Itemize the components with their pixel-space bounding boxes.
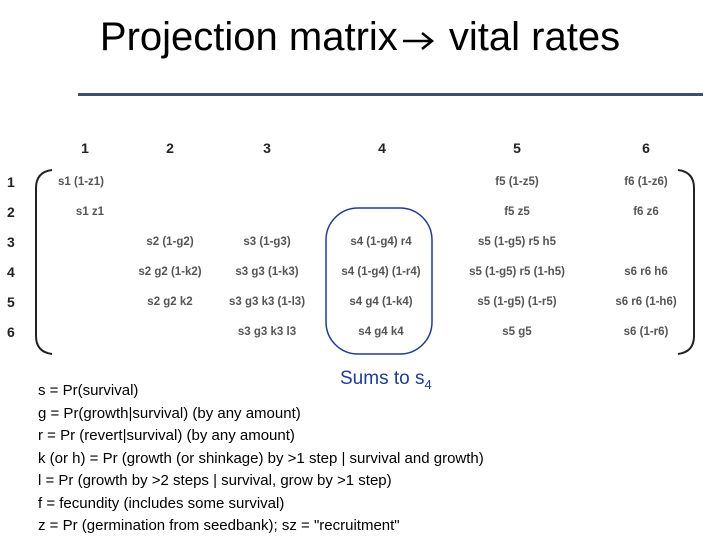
definition-k: k (or h) = Pr (growth (or shinkage) by >… [38, 449, 484, 467]
column-header-1: 1 [81, 140, 89, 156]
title-text-left: Projection matrix [99, 15, 398, 59]
left-bracket [35, 169, 53, 355]
matrix-cell-r5c4: s4 g4 (1-k4) [349, 296, 413, 308]
matrix-cell-r4c6: s6 r6 h6 [624, 266, 668, 278]
definition-f: f = fecundity (includes some survival) [38, 494, 285, 512]
matrix-cell-r5c3: s3 g3 k3 (1-l3) [228, 296, 306, 308]
matrix-cell-r3c5: s5 (1-g5) r5 h5 [478, 236, 556, 248]
column-header-6: 6 [642, 140, 650, 156]
slide-title: Projection matrix vital rates [0, 12, 720, 64]
matrix-cell-r6c4: s4 g4 k4 [358, 326, 404, 338]
row-header-5: 5 [7, 294, 15, 310]
matrix-cell-r4c5: s5 (1-g5) r5 (1-h5) [469, 266, 565, 278]
sums-annotation: Sums to s4 [340, 368, 432, 392]
matrix-cell-r2c6: f6 z6 [633, 206, 659, 218]
matrix-cell-r1c1: s1 (1-z1) [58, 176, 105, 188]
right-bracket [677, 169, 695, 355]
sums-annotation-subscript: 4 [424, 376, 432, 392]
matrix-cell-r6c5: s5 g5 [502, 326, 532, 338]
projection-matrix: 1 2 3 4 5 6 1 2 3 4 5 6 s1 (1-z1) f5 (1-… [0, 130, 720, 360]
title-underline [78, 93, 703, 96]
definitions-list: s = Pr(survival) g = Pr(growth|survival)… [38, 380, 484, 538]
matrix-cell-r5c5: s5 (1-g5) (1-r5) [477, 296, 557, 308]
matrix-cell-r5c2: s2 g2 k2 [147, 296, 193, 308]
definition-s: s = Pr(survival) [38, 382, 139, 399]
matrix-cell-r1c5: f5 (1-z5) [495, 176, 539, 188]
column-4-highlight-ellipse [325, 207, 433, 355]
matrix-cell-r3c4: s4 (1-g4) r4 [350, 236, 412, 248]
column-header-5: 5 [513, 140, 521, 156]
matrix-cell-r6c3: s3 g3 k3 l3 [237, 326, 297, 338]
sums-annotation-text: Sums to s [340, 368, 425, 389]
matrix-cell-r5c6: s6 r6 (1-h6) [615, 296, 677, 308]
matrix-cell-r4c3: s3 g3 (1-k3) [235, 266, 299, 278]
row-header-3: 3 [7, 234, 15, 250]
matrix-cell-r1c6: f6 (1-z6) [624, 176, 668, 188]
row-header-6: 6 [7, 324, 15, 340]
matrix-cell-r4c2: s2 g2 (1-k2) [138, 266, 202, 278]
matrix-cell-r6c6: s6 (1-r6) [623, 326, 669, 338]
definition-z: z = Pr (germination from seedbank); sz =… [38, 517, 400, 534]
matrix-cell-r3c2: s2 (1-g2) [146, 236, 194, 248]
right-arrow-icon [402, 14, 436, 64]
column-header-3: 3 [263, 140, 271, 156]
definition-r: r = Pr (revert|survival) (by any amount) [38, 427, 295, 444]
row-header-1: 1 [7, 174, 15, 190]
column-header-4: 4 [378, 140, 386, 156]
matrix-cell-r4c4: s4 (1-g4) (1-r4) [341, 266, 421, 278]
title-text-right: vital rates [437, 15, 621, 59]
definition-l: l = Pr (growth by >2 steps | survival, g… [38, 472, 392, 489]
column-header-2: 2 [166, 140, 174, 156]
matrix-cell-r2c1: s1 z1 [75, 206, 105, 218]
definition-g: g = Pr(growth|survival) (by any amount) [38, 404, 301, 422]
matrix-cell-r3c3: s3 (1-g3) [243, 236, 291, 248]
row-header-2: 2 [7, 204, 15, 220]
row-header-4: 4 [7, 264, 15, 280]
matrix-cell-r2c5: f5 z5 [504, 206, 530, 218]
